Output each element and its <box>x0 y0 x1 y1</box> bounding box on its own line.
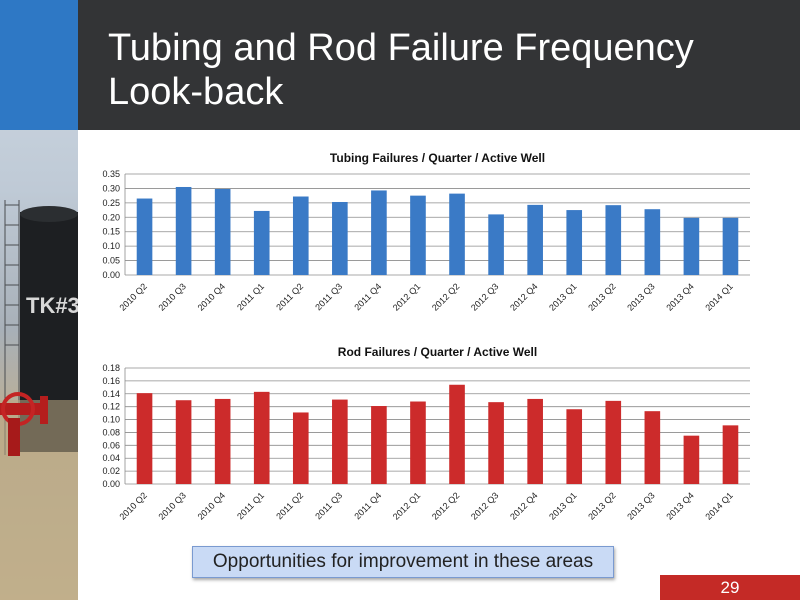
tubing-bar <box>136 198 153 275</box>
tubing-bar <box>175 186 192 275</box>
rod-x-tick-label: 2010 Q4 <box>196 490 227 521</box>
tubing-x-tick-label: 2014 Q1 <box>703 281 734 312</box>
rod-x-tick-label: 2012 Q1 <box>391 490 422 521</box>
tubing-x-tick-label: 2012 Q3 <box>469 281 500 312</box>
tubing-bar <box>722 217 739 275</box>
rod-x-tick-label: 2013 Q2 <box>586 490 617 521</box>
tubing-bar <box>410 195 426 275</box>
red-valve <box>0 392 48 456</box>
tubing-x-tick-label: 2013 Q3 <box>625 281 656 312</box>
tubing-y-tick-label: 0.10 <box>102 241 120 251</box>
tubing-bar <box>488 214 504 275</box>
improvement-callout: Opportunities for improvement in these a… <box>192 546 614 578</box>
rod-x-tick-label: 2013 Q4 <box>664 490 695 521</box>
rod-y-tick-label: 0.14 <box>102 389 120 399</box>
rod-chart-title: Rod Failures / Quarter / Active Well <box>338 345 537 359</box>
tubing-y-tick-label: 0.30 <box>102 183 120 193</box>
rod-x-tick-label: 2014 Q1 <box>703 490 734 521</box>
rod-x-tick-label: 2013 Q3 <box>625 490 656 521</box>
tank-stencil-text: TK#3 <box>26 293 78 318</box>
rod-bar <box>644 411 661 484</box>
tubing-bar <box>292 196 309 275</box>
rod-failures-chart: Rod Failures / Quarter / Active Well 0.00… <box>102 345 750 522</box>
tank-top <box>20 206 78 222</box>
rod-bar <box>449 384 465 484</box>
rod-x-tick-label: 2010 Q2 <box>117 490 148 521</box>
rod-y-tick-label: 0.04 <box>102 453 120 463</box>
tubing-x-tick-label: 2012 Q2 <box>430 281 461 312</box>
slide-title: Tubing and Rod Failure Frequency Look-ba… <box>108 27 694 113</box>
rod-bar <box>683 435 700 484</box>
rod-y-tick-label: 0.02 <box>102 466 120 476</box>
tubing-bar <box>449 193 465 275</box>
tubing-x-tick-label: 2012 Q1 <box>391 281 422 312</box>
rod-bar <box>175 400 192 484</box>
rod-bar <box>605 400 622 484</box>
rod-x-tick-label: 2013 Q1 <box>547 490 578 521</box>
tubing-x-tick-label: 2011 Q1 <box>235 281 266 312</box>
rod-bar <box>214 398 231 484</box>
tubing-x-tick-label: 2010 Q2 <box>117 281 148 312</box>
tubing-chart-title: Tubing Failures / Quarter / Active Well <box>330 151 545 165</box>
tubing-x-tick-label: 2013 Q1 <box>547 281 578 312</box>
rod-bar <box>332 399 348 484</box>
rod-bar <box>136 393 153 484</box>
rod-bar <box>292 412 309 484</box>
rod-x-tick-label: 2012 Q4 <box>508 490 539 521</box>
rod-x-tick-label: 2012 Q2 <box>430 490 461 521</box>
page-number: 29 <box>660 575 800 600</box>
rod-bar <box>253 391 270 484</box>
tubing-bar <box>253 210 270 275</box>
rod-x-tick-label: 2011 Q3 <box>313 490 344 521</box>
tubing-bar <box>371 190 387 275</box>
tubing-y-tick-label: 0.25 <box>102 198 120 208</box>
tubing-bar <box>683 217 700 275</box>
tubing-y-tick-label: 0.00 <box>102 270 120 280</box>
tubing-y-tick-label: 0.15 <box>102 227 120 237</box>
tubing-y-tick-label: 0.20 <box>102 212 120 222</box>
tubing-bar <box>214 189 231 275</box>
tubing-x-tick-label: 2010 Q3 <box>157 281 188 312</box>
rod-x-tick-label: 2012 Q3 <box>469 490 500 521</box>
rod-x-tick-label: 2011 Q1 <box>235 490 266 521</box>
tubing-y-tick-label: 0.35 <box>102 169 120 179</box>
tubing-bar <box>644 209 661 275</box>
rod-y-tick-label: 0.08 <box>102 427 120 437</box>
rod-y-tick-label: 0.06 <box>102 440 120 450</box>
tubing-x-tick-label: 2013 Q4 <box>664 281 695 312</box>
rod-bar <box>566 409 583 484</box>
title-accent-block <box>0 0 78 130</box>
tank-photo-illustration: TK#3 <box>0 200 78 600</box>
rod-y-tick-label: 0.10 <box>102 415 120 425</box>
rod-x-tick-label: 2011 Q2 <box>274 490 305 521</box>
tubing-x-tick-label: 2011 Q4 <box>352 281 383 312</box>
tubing-y-tick-label: 0.05 <box>102 256 120 266</box>
rod-bar <box>527 398 543 484</box>
rod-y-tick-label: 0.00 <box>102 479 120 489</box>
tubing-bar <box>605 205 622 275</box>
rod-bar <box>488 402 504 484</box>
rod-bar <box>371 406 387 484</box>
tubing-x-tick-label: 2013 Q2 <box>586 281 617 312</box>
rod-x-tick-label: 2010 Q3 <box>157 490 188 521</box>
tubing-bar <box>527 204 543 275</box>
rod-x-tick-label: 2011 Q4 <box>352 490 383 521</box>
rod-y-tick-label: 0.12 <box>102 402 120 412</box>
tubing-x-tick-label: 2011 Q2 <box>274 281 305 312</box>
tubing-x-tick-label: 2011 Q3 <box>313 281 344 312</box>
rod-y-tick-label: 0.18 <box>102 363 120 373</box>
rod-bar <box>410 401 426 484</box>
rod-bar <box>722 425 739 484</box>
tubing-bar <box>566 210 583 275</box>
tubing-bar <box>332 201 348 275</box>
rod-y-tick-label: 0.16 <box>102 376 120 386</box>
title-bar <box>78 0 800 130</box>
tubing-failures-chart: Tubing Failures / Quarter / Active Well 0… <box>102 151 750 313</box>
tubing-x-tick-label: 2010 Q4 <box>196 281 227 312</box>
tubing-x-tick-label: 2012 Q4 <box>508 281 539 312</box>
